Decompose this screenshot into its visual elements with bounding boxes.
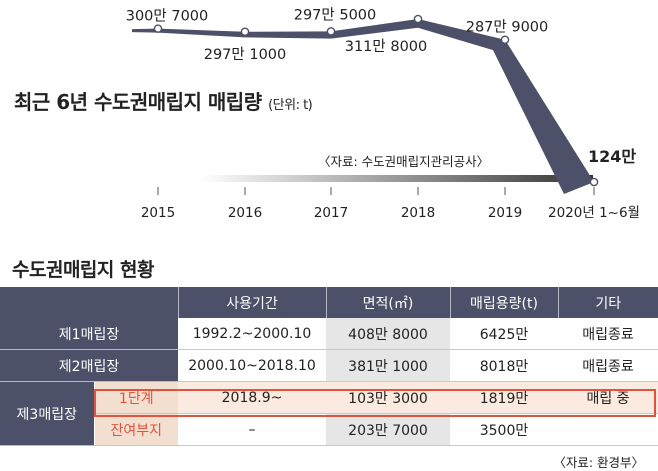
table-row: 제2매립장 2000.10~2018.10 381만 1000 8018만 매립… [0,349,658,382]
x-tick-label: 2017 [314,205,348,221]
x-tick-label: 2019 [488,205,522,221]
cell-area: 103만 3000 [326,381,450,414]
header-period: 사용기간 [177,287,326,318]
section-title: 수도권매립지 현황 [12,259,154,281]
cell-period: 1992.2~2000.10 [178,318,326,350]
cell-area: 381만 1000 [326,349,450,382]
data-point [500,35,510,45]
cell-period: 2018.9~ [178,381,326,414]
baseline-fade [200,175,593,182]
table-header-row: 사용기간 면적(㎡) 매립용량(t) 기타 [0,287,658,318]
data-point [153,24,163,33]
row-label: 제1매립장 [0,318,178,350]
data-label: 300만 7000 [126,8,209,25]
header-capacity: 매립용량(t) [449,287,558,318]
data-point [326,27,336,36]
row-label: 제3매립장 [0,381,94,446]
x-tick-label: 2018 [401,205,435,221]
data-point [589,177,599,187]
line-chart: 300만 7000 297만 1000 297만 5000 311만 8000 287만… [126,6,640,221]
cell-note: 매립 중 [558,381,658,414]
x-tick-label: 2016 [228,205,262,221]
table-source: 〈자료: 환경부〉 [553,455,644,470]
chart-title: 최근 6년 수도권매립지 매립량 (단위: t) [14,90,313,114]
data-label: 287만 9000 [466,19,549,36]
row-sublabel: 1단계 [93,381,178,414]
cell-area: 203만 7000 [326,413,450,446]
row-label: 제2매립장 [0,349,178,382]
data-point [240,27,250,37]
cell-capacity: 8018만 [450,349,558,382]
data-label: 297만 1000 [204,46,287,63]
cell-capacity: 1819만 [450,381,558,414]
data-label: 311만 8000 [345,38,428,55]
header-note: 기타 [557,287,658,318]
table-row: 제1매립장 1992.2~2000.10 408만 8000 6425만 매립종… [0,318,658,350]
cell-period: – [178,413,326,446]
cell-note [558,413,658,446]
chart-source: 〈자료: 수도권매립지관리공사〉 [318,154,490,169]
header-blank [0,287,178,318]
header-area: 면적(㎡) [325,287,450,318]
data-point [413,14,423,24]
x-tick-label: 2015 [141,205,175,221]
data-label: 124만 [588,147,636,166]
table-row: 제3매립장 1단계 2018.9~ 103만 3000 1819만 매립 중 [0,381,658,446]
status-table: 사용기간 면적(㎡) 매립용량(t) 기타 제1매립장 1992.2~2000.… [0,287,658,446]
x-tick-label: 2020년 1~6월 [548,205,640,221]
cell-note: 매립종료 [558,349,658,382]
cell-capacity: 6425만 [450,318,558,350]
cell-note: 매립종료 [558,318,658,350]
row-sublabel: 잔여부지 [93,413,178,446]
cell-area: 408만 8000 [326,318,450,350]
cell-capacity: 3500만 [450,413,558,446]
data-label: 297만 5000 [294,6,377,23]
table-row: 잔여부지 – 203만 7000 3500만 [0,413,658,446]
cell-period: 2000.10~2018.10 [178,349,326,382]
